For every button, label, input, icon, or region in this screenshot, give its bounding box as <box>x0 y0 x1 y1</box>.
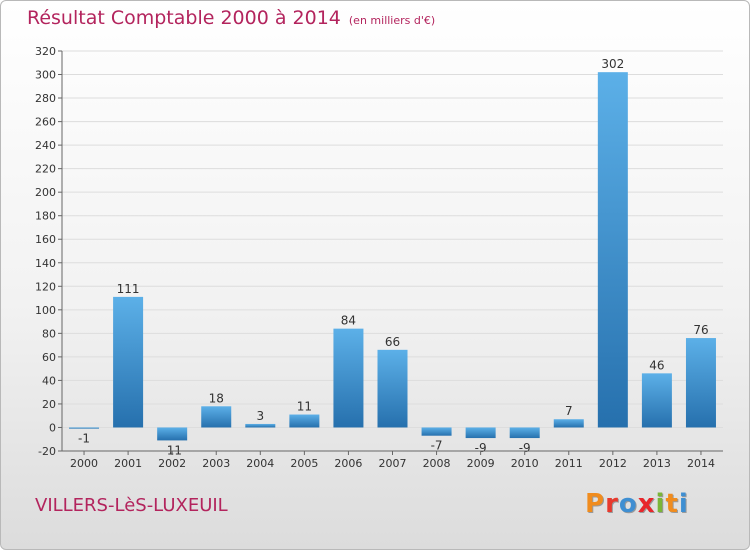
y-tick-label: 300 <box>35 69 56 82</box>
y-tick-label: 180 <box>35 210 56 223</box>
x-tick-label: 2011 <box>555 457 583 470</box>
x-tick-label: 2002 <box>158 457 186 470</box>
data-label: -11 <box>162 443 182 457</box>
data-label: 84 <box>341 314 356 328</box>
logo-letter: x <box>637 489 656 519</box>
bar <box>69 427 100 429</box>
x-tick-label: 2006 <box>334 457 362 470</box>
x-tick-label: 2010 <box>511 457 539 470</box>
x-tick-label: 2000 <box>70 457 98 470</box>
bar <box>289 414 320 428</box>
data-label: 302 <box>601 57 624 71</box>
x-tick-label: 2013 <box>643 457 671 470</box>
bar <box>509 427 540 439</box>
bar <box>201 406 232 428</box>
y-tick-label: 100 <box>35 304 56 317</box>
bar <box>465 427 496 439</box>
bar <box>157 427 188 441</box>
data-label: 66 <box>385 335 400 349</box>
x-tick-label: 2001 <box>114 457 142 470</box>
bar <box>333 328 364 428</box>
y-tick-label: 140 <box>35 257 56 270</box>
commune-name: VILLERS-LèS-LUXEUIL <box>35 495 228 516</box>
y-tick-label: 260 <box>35 116 56 129</box>
x-tick-label: 2007 <box>379 457 407 470</box>
bar <box>597 72 628 428</box>
data-label: -7 <box>431 439 443 453</box>
y-tick-label: -20 <box>38 445 56 458</box>
data-label: 11 <box>297 400 312 414</box>
y-tick-label: 240 <box>35 139 56 152</box>
data-label: 7 <box>565 404 573 418</box>
y-tick-label: 0 <box>49 421 56 434</box>
y-tick-label: 220 <box>35 163 56 176</box>
bar <box>421 427 452 436</box>
bar <box>641 373 672 428</box>
y-tick-label: 160 <box>35 233 56 246</box>
bar <box>245 423 276 428</box>
x-tick-label: 2014 <box>687 457 715 470</box>
x-tick-label: 2009 <box>467 457 495 470</box>
y-tick-label: 40 <box>42 374 56 387</box>
data-label: -9 <box>475 441 487 455</box>
data-label: 76 <box>693 323 708 337</box>
data-label: 18 <box>209 391 224 405</box>
logo-letter: t <box>665 489 679 519</box>
x-tick-label: 2012 <box>599 457 627 470</box>
x-tick-label: 2008 <box>423 457 451 470</box>
x-tick-label: 2005 <box>290 457 318 470</box>
bar <box>553 419 584 428</box>
logo-letter: r <box>605 489 619 519</box>
y-tick-label: 320 <box>35 45 56 58</box>
logo-letter: i <box>678 489 689 519</box>
chart-title-text: Résultat Comptable 2000 à 2014 <box>27 7 341 29</box>
chart-unit: (en milliers d'€) <box>348 14 436 27</box>
y-tick-label: 60 <box>42 351 56 364</box>
data-label: 3 <box>256 409 264 423</box>
y-tick-label: 280 <box>35 92 56 105</box>
bar <box>377 349 408 428</box>
y-tick-label: 200 <box>35 186 56 199</box>
logo-letter: o <box>618 489 638 519</box>
chart-title: Résultat Comptable 2000 à 2014 (en millie… <box>27 7 435 29</box>
logo-letter: i <box>655 489 666 519</box>
x-tick-label: 2004 <box>246 457 274 470</box>
data-label: -9 <box>519 441 531 455</box>
logo-letter: P <box>585 489 606 519</box>
proxiti-logo: Proxiti <box>585 489 689 519</box>
x-tick-label: 2003 <box>202 457 230 470</box>
data-label: -1 <box>78 432 90 446</box>
bar <box>113 296 144 428</box>
y-tick-label: 80 <box>42 327 56 340</box>
data-label: 46 <box>649 358 664 372</box>
y-tick-label: 20 <box>42 398 56 411</box>
y-tick-label: 120 <box>35 280 56 293</box>
bar <box>685 338 716 428</box>
data-label: 111 <box>117 282 140 296</box>
